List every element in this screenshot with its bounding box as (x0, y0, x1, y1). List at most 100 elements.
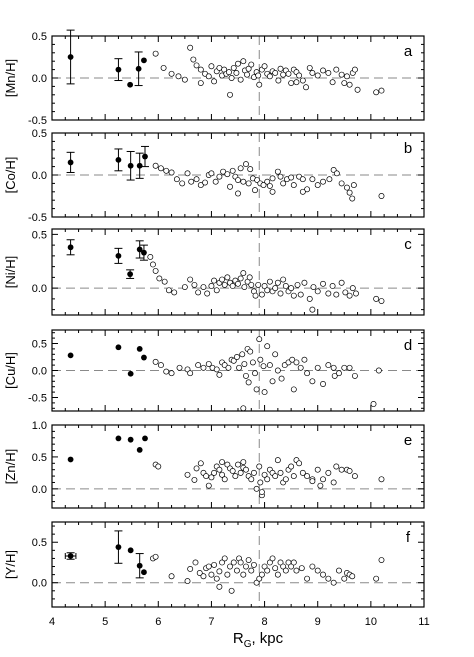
open-data-point (184, 578, 191, 585)
open-data-point (235, 177, 241, 183)
open-data-point (213, 575, 220, 582)
open-data-point (336, 567, 342, 574)
y-tick-label: -0.5 (28, 115, 47, 127)
open-data-point (248, 476, 255, 483)
open-data-point (314, 466, 321, 473)
open-data-point (200, 284, 207, 290)
y-tick-label: 0.5 (32, 31, 47, 43)
open-data-point (152, 267, 159, 274)
open-data-point (309, 176, 316, 183)
x-axis-label-main: R (233, 630, 244, 647)
open-data-point (269, 188, 276, 195)
open-data-point (272, 285, 279, 292)
open-data-point (266, 278, 273, 285)
open-data-point (277, 65, 284, 72)
x-axis-label-rest: , kpc (251, 630, 283, 647)
open-data-point (293, 79, 300, 86)
open-data-point (190, 56, 197, 63)
open-data-point (181, 284, 188, 290)
open-data-point (184, 471, 191, 478)
open-data-point (205, 563, 212, 570)
open-data-point (277, 469, 284, 476)
open-data-point (378, 298, 385, 304)
open-data-point (338, 466, 345, 473)
open-data-point (216, 173, 223, 180)
open-data-point (325, 70, 332, 76)
open-data-point (255, 72, 262, 79)
open-data-point (157, 165, 164, 172)
open-data-point (184, 170, 191, 177)
open-data-point (346, 292, 353, 299)
open-data-point (260, 182, 267, 189)
open-data-point (241, 284, 248, 290)
open-data-point (330, 579, 337, 586)
open-data-point (249, 359, 256, 366)
open-data-point (212, 178, 219, 185)
open-data-point (237, 275, 244, 282)
open-data-point (288, 463, 295, 470)
open-data-point (175, 73, 182, 80)
open-data-point (224, 171, 231, 178)
open-data-point (280, 563, 287, 570)
open-data-point (309, 563, 316, 570)
open-data-point (240, 405, 247, 412)
open-data-point (230, 559, 237, 566)
open-data-point (208, 170, 215, 177)
open-data-point (341, 80, 348, 86)
open-data-point (205, 73, 212, 80)
open-data-point (310, 284, 317, 290)
open-data-point (250, 469, 257, 476)
x-axis-label: RG, kpc (233, 630, 284, 650)
open-data-point (333, 291, 340, 298)
open-data-point (200, 364, 207, 371)
open-data-point (163, 368, 170, 375)
open-data-point (354, 86, 361, 93)
filled-data-point (115, 66, 122, 73)
open-data-point (350, 182, 357, 189)
open-data-point (373, 295, 380, 302)
open-data-point (216, 64, 223, 71)
open-data-point (250, 561, 257, 568)
filled-data-point (127, 81, 134, 88)
open-data-point (150, 261, 156, 268)
open-data-point (299, 469, 306, 476)
open-data-point (171, 289, 178, 296)
open-data-point (224, 274, 231, 281)
x-tick-label: 7 (208, 616, 214, 628)
open-data-point (193, 465, 200, 472)
open-data-point (299, 77, 306, 84)
open-data-point (272, 351, 279, 358)
open-data-point (304, 370, 311, 377)
y-tick-label: 0.0 (32, 283, 47, 295)
open-data-point (247, 166, 254, 173)
open-data-point (314, 288, 321, 295)
open-data-point (160, 64, 167, 71)
open-data-point (211, 469, 218, 476)
open-data-point (168, 169, 175, 176)
open-data-point (235, 60, 241, 67)
open-data-point (294, 281, 301, 288)
open-data-point (264, 476, 271, 483)
open-data-point (261, 63, 268, 70)
open-data-point (187, 44, 194, 51)
open-data-point (272, 565, 279, 572)
panel-frame (51, 521, 425, 608)
open-data-point (325, 575, 332, 582)
points-layer (64, 29, 385, 594)
open-data-point (152, 358, 159, 365)
open-data-point (233, 567, 240, 574)
open-data-point (378, 557, 385, 563)
open-data-point (261, 563, 268, 570)
open-data-point (240, 571, 247, 578)
y-tick-label: 0.5 (32, 128, 47, 140)
open-data-point (197, 66, 204, 73)
open-data-point (333, 463, 340, 470)
x-tick-label: 10 (365, 616, 377, 628)
open-data-point (343, 73, 350, 80)
filled-data-point (136, 246, 143, 253)
open-data-point (346, 364, 353, 371)
open-data-point (161, 278, 168, 285)
open-data-point (232, 473, 239, 480)
open-data-point (216, 583, 223, 590)
open-data-point (266, 73, 273, 80)
